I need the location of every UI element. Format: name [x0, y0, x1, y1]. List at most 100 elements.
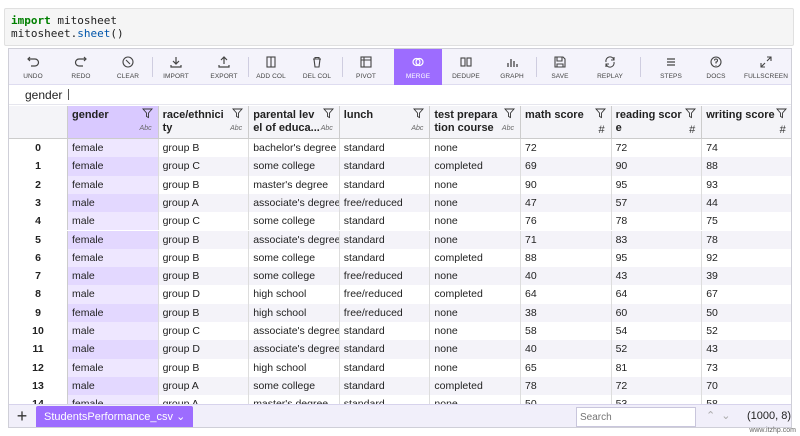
save-button[interactable]: SAVE — [539, 49, 581, 85]
table-cell[interactable]: associate's degree — [249, 322, 340, 341]
table-cell[interactable]: 69 — [521, 157, 612, 176]
redo-button[interactable]: REDO — [61, 49, 101, 85]
table-cell[interactable]: 65 — [521, 358, 612, 377]
column-header[interactable]: test prepara tion course Abc — [430, 106, 521, 139]
table-cell[interactable]: high school — [249, 303, 340, 322]
table-cell[interactable]: female — [68, 303, 159, 322]
table-cell[interactable]: 53 — [612, 395, 703, 404]
table-cell[interactable]: none — [430, 230, 521, 249]
row-index[interactable]: 3 — [9, 193, 68, 213]
table-cell[interactable]: 90 — [611, 157, 703, 176]
formula-bar[interactable]: gender — [9, 85, 791, 105]
table-cell[interactable]: 83 — [611, 230, 703, 249]
del-col-button[interactable]: DEL COL — [295, 49, 339, 85]
table-cell[interactable]: 52 — [702, 322, 791, 340]
table-cell[interactable]: 44 — [702, 193, 791, 213]
row-index[interactable]: 5 — [9, 230, 68, 249]
table-cell[interactable]: some college — [249, 157, 340, 176]
table-cell[interactable]: some college — [249, 212, 340, 231]
filter-icon[interactable] — [413, 108, 425, 119]
row-index[interactable]: 12 — [9, 358, 68, 377]
table-cell[interactable]: group D — [159, 285, 250, 304]
table-cell[interactable]: completed — [430, 157, 521, 176]
table-cell[interactable]: male — [68, 322, 159, 341]
table-cell[interactable]: group C — [158, 157, 250, 176]
table-cell[interactable]: free/reduced — [339, 303, 431, 322]
column-header[interactable]: gender Abc — [68, 106, 159, 139]
table-cell[interactable]: 71 — [521, 230, 612, 249]
table-cell[interactable]: group D — [158, 340, 250, 359]
table-cell[interactable]: standard — [340, 212, 431, 231]
table-cell[interactable]: completed — [430, 285, 521, 304]
table-cell[interactable]: master's degree — [249, 395, 340, 404]
table-cell[interactable]: free/reduced — [339, 267, 431, 286]
pivot-button[interactable]: PIVOT — [344, 49, 388, 85]
table-cell[interactable]: group C — [159, 212, 250, 231]
filter-icon[interactable] — [503, 108, 515, 119]
table-cell[interactable]: none — [430, 340, 521, 359]
table-cell[interactable]: female — [68, 395, 159, 404]
row-index[interactable]: 9 — [9, 303, 68, 322]
table-cell[interactable]: master's degree — [249, 175, 340, 194]
table-cell[interactable]: standard — [340, 358, 431, 377]
table-cell[interactable]: 70 — [702, 376, 791, 396]
table-cell[interactable]: 60 — [611, 303, 703, 322]
table-cell[interactable]: 50 — [521, 395, 612, 404]
table-cell[interactable]: 74 — [702, 139, 791, 157]
table-cell[interactable]: 47 — [521, 193, 612, 213]
table-cell[interactable]: standard — [340, 248, 431, 268]
column-header[interactable]: lunch Abc — [339, 106, 431, 139]
filter-icon[interactable] — [775, 108, 787, 119]
table-cell[interactable]: 43 — [611, 267, 703, 286]
row-index[interactable]: 8 — [9, 285, 68, 304]
column-header[interactable]: race/ethnici ty Abc — [158, 106, 250, 139]
table-cell[interactable]: group B — [159, 175, 250, 194]
table-cell[interactable]: none — [430, 193, 521, 213]
table-cell[interactable]: none — [430, 395, 521, 404]
table-cell[interactable]: group B — [159, 248, 250, 268]
filter-icon[interactable] — [232, 108, 244, 119]
table-cell[interactable]: female — [68, 358, 159, 377]
search-input[interactable] — [576, 407, 696, 427]
table-cell[interactable]: none — [430, 322, 521, 341]
table-cell[interactable]: 73 — [702, 359, 791, 377]
table-cell[interactable]: 58 — [702, 395, 791, 404]
filter-icon[interactable] — [141, 108, 153, 119]
table-cell[interactable]: standard — [340, 395, 431, 404]
table-cell[interactable]: 58 — [521, 322, 612, 341]
filter-icon[interactable] — [685, 108, 697, 119]
code-cell[interactable]: import mitosheet mitosheet.sheet() — [4, 8, 794, 46]
table-cell[interactable]: male — [68, 193, 159, 213]
table-cell[interactable]: standard — [339, 340, 431, 359]
column-header[interactable]: writing score # — [702, 106, 791, 139]
table-cell[interactable]: 92 — [702, 249, 791, 267]
table-cell[interactable]: 95 — [612, 175, 703, 194]
column-header[interactable]: parental lev el of educa... Abc — [249, 106, 340, 139]
chevron-up-icon[interactable]: ⌃ — [706, 410, 722, 422]
table-cell[interactable]: 75 — [702, 212, 791, 230]
table-cell[interactable]: male — [68, 340, 159, 359]
table-cell[interactable]: group B — [158, 230, 250, 249]
import-button[interactable]: IMPORT — [155, 49, 197, 85]
table-cell[interactable]: free/reduced — [340, 285, 431, 304]
table-cell[interactable]: 38 — [521, 303, 612, 322]
table-cell[interactable]: high school — [249, 285, 340, 304]
table-cell[interactable]: female — [68, 139, 159, 158]
table-cell[interactable]: standard — [340, 139, 431, 158]
table-cell[interactable]: 90 — [521, 175, 612, 194]
table-cell[interactable]: 39 — [702, 267, 791, 286]
fullscreen-button[interactable]: FULLSCREEN — [744, 49, 788, 85]
table-cell[interactable]: 95 — [612, 248, 703, 268]
table-cell[interactable]: 78 — [612, 212, 703, 231]
table-cell[interactable]: group A — [159, 395, 250, 404]
table-cell[interactable]: none — [430, 267, 521, 286]
table-cell[interactable]: 64 — [612, 285, 703, 304]
table-cell[interactable]: 76 — [521, 212, 612, 231]
filter-icon[interactable] — [594, 108, 606, 119]
filter-icon[interactable] — [322, 108, 334, 119]
table-cell[interactable]: 67 — [702, 285, 791, 303]
table-cell[interactable]: group B — [159, 139, 250, 158]
table-cell[interactable]: 72 — [611, 376, 703, 396]
row-index[interactable]: 0 — [9, 139, 68, 158]
table-cell[interactable]: 54 — [612, 322, 703, 341]
